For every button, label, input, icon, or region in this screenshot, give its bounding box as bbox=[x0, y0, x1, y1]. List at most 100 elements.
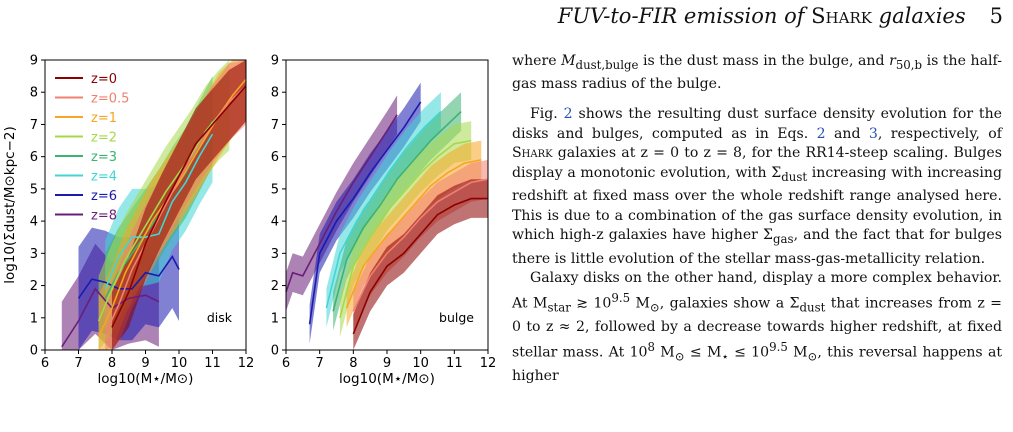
text-span: is the half-gas mass radius of the bulge… bbox=[512, 53, 1002, 93]
superscript: 9.5 bbox=[769, 339, 788, 354]
text-span: , and the fact that for bulges there is … bbox=[512, 227, 1002, 267]
figure-reference-link[interactable]: 2 bbox=[563, 106, 573, 122]
x-tick-label: 10 bbox=[171, 356, 188, 371]
equation-reference-link[interactable]: 3 bbox=[868, 125, 878, 142]
line-bulge-z=2 bbox=[339, 139, 472, 319]
text-span: where bbox=[512, 53, 562, 69]
band-disk-z=0 bbox=[112, 60, 246, 350]
y-tick-label: 4 bbox=[30, 215, 38, 230]
legend-label: z=0.5 bbox=[91, 92, 129, 107]
legend-label: z=4 bbox=[91, 170, 117, 185]
superscript: 9.5 bbox=[611, 290, 631, 305]
x-tick-label: 10 bbox=[412, 356, 429, 371]
text-span: and bbox=[825, 125, 869, 142]
text-span: M bbox=[630, 295, 650, 312]
band-bulge-z=0 bbox=[353, 179, 488, 350]
x-tick-label: 9 bbox=[141, 356, 149, 371]
line-bulge-z=0.5 bbox=[352, 178, 489, 312]
line-disk-z=6 bbox=[77, 255, 180, 299]
subscript: star bbox=[547, 300, 571, 315]
line-disk-z=0.5 bbox=[104, 85, 247, 335]
y-tick-label: 5 bbox=[30, 182, 38, 197]
paragraph-2: Fig. 2 shows the resulting dust surface … bbox=[512, 105, 1002, 269]
y-tick-label: 0 bbox=[271, 344, 279, 359]
line-bulge-z=8 bbox=[285, 114, 398, 293]
text-span: is the dust mass in the bulge, and bbox=[638, 53, 890, 69]
legend-label: z=2 bbox=[91, 131, 117, 146]
running-title-smallcaps: Shark bbox=[811, 4, 872, 28]
subscript: dust bbox=[781, 169, 808, 184]
text-span: , respectively, of bbox=[877, 125, 1002, 142]
page-number: 5 bbox=[989, 4, 1003, 28]
y-tick-label: 9 bbox=[271, 54, 279, 69]
legend-label: z=1 bbox=[91, 111, 117, 126]
symbol: r bbox=[889, 53, 896, 69]
y-tick-label: 3 bbox=[30, 247, 38, 262]
subscript: dust bbox=[799, 300, 826, 315]
subscript: dust,bulge bbox=[575, 57, 639, 72]
y-tick-label: 5 bbox=[271, 182, 279, 197]
x-tick-label: 8 bbox=[349, 356, 357, 371]
y-tick-label: 9 bbox=[30, 54, 38, 69]
subscript: ⊙ bbox=[649, 300, 660, 315]
symbol: M bbox=[561, 53, 576, 69]
text-span: increasing with increasing redshift at f… bbox=[512, 164, 1002, 244]
y-axis-label: log10(Σdust/M⊙kpc−2) bbox=[2, 126, 18, 284]
y-tick-label: 7 bbox=[30, 118, 38, 133]
x-tick-label: 12 bbox=[238, 356, 255, 371]
line-disk-z=0 bbox=[111, 85, 247, 328]
text-span: ≤ 10 bbox=[728, 344, 770, 361]
running-title-end: galaxies bbox=[871, 4, 966, 28]
y-tick-label: 1 bbox=[30, 311, 38, 326]
text-span: M bbox=[655, 344, 675, 361]
text-span: that increases from z = 0 to z ≈ 2, foll… bbox=[512, 295, 1002, 361]
x-tick-label: 7 bbox=[74, 356, 82, 371]
equation-reference-link[interactable]: 2 bbox=[816, 125, 826, 142]
y-tick-label: 8 bbox=[30, 86, 38, 101]
line-bulge-z=0 bbox=[352, 197, 488, 335]
text-smallcaps: Shark bbox=[512, 145, 553, 162]
line-bulge-z=3 bbox=[332, 111, 462, 312]
legend-label: z=0 bbox=[91, 72, 117, 87]
line-bulge-z=6 bbox=[308, 101, 422, 325]
x-tick-label: 11 bbox=[446, 356, 463, 371]
y-tick-label: 6 bbox=[271, 150, 279, 165]
y-tick-label: 4 bbox=[271, 215, 279, 230]
text-span: shows the resulting dust surface density… bbox=[512, 106, 1002, 142]
text-span: M bbox=[787, 344, 808, 361]
superscript: 8 bbox=[647, 339, 655, 354]
y-tick-label: 7 bbox=[271, 118, 279, 133]
text-span: ≤ M bbox=[684, 344, 722, 361]
legend-label: z=3 bbox=[91, 150, 117, 165]
legend-label: z=6 bbox=[91, 189, 117, 204]
y-tick-label: 1 bbox=[271, 311, 279, 326]
line-disk-z=2 bbox=[97, 104, 230, 322]
y-tick-label: 8 bbox=[271, 86, 279, 101]
line-disk-z=4 bbox=[104, 133, 214, 290]
paragraph-1: where Mdust,bulge is the dust mass in th… bbox=[512, 52, 1002, 95]
line-bulge-z=4 bbox=[325, 111, 442, 309]
x-tick-label: 8 bbox=[108, 356, 116, 371]
x-axis-label: log10(M⋆/M⊙) bbox=[98, 371, 194, 387]
x-tick-label: 11 bbox=[204, 356, 221, 371]
y-tick-label: 6 bbox=[30, 150, 38, 165]
legend-label: z=8 bbox=[91, 209, 117, 224]
x-axis-label: log10(M⋆/M⊙) bbox=[339, 371, 435, 387]
body-text-column: where Mdust,bulge is the dust mass in th… bbox=[512, 52, 1002, 386]
x-tick-label: 9 bbox=[383, 356, 391, 371]
y-tick-label: 3 bbox=[271, 247, 279, 262]
x-tick-label: 6 bbox=[41, 356, 49, 371]
x-tick-label: 7 bbox=[316, 356, 324, 371]
y-tick-label: 2 bbox=[271, 279, 279, 294]
text-span: Galaxy disks on the other hand, display … bbox=[512, 270, 1002, 312]
dust-surface-density-figure: 6 7 8 9 10 11 120123456789log10(M⋆/M⊙)log10(Σd… bbox=[2, 54, 496, 388]
y-tick-label: 2 bbox=[30, 279, 38, 294]
subscript: gas bbox=[773, 232, 794, 247]
panel-label-bulge: bulge bbox=[439, 310, 474, 325]
running-header: FUV-to-FIR emission of Shark galaxies 5 bbox=[558, 4, 1003, 28]
text-span: Fig. bbox=[530, 106, 564, 122]
subscript: 50,b bbox=[895, 57, 923, 72]
panel-label-disk: disk bbox=[207, 310, 233, 325]
subscript: ⊙ bbox=[807, 349, 818, 364]
y-tick-label: 0 bbox=[30, 344, 38, 359]
